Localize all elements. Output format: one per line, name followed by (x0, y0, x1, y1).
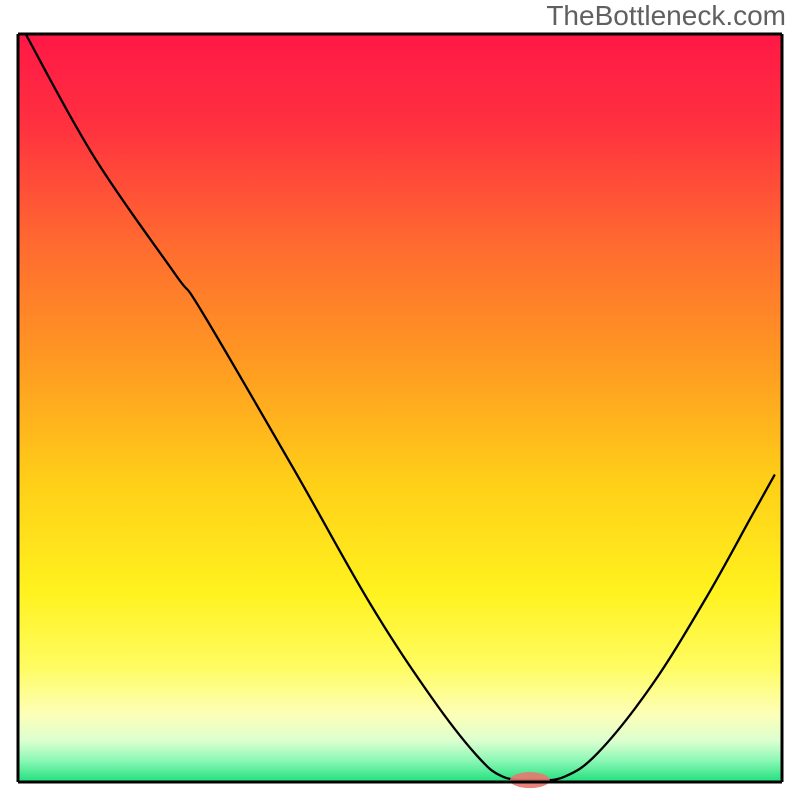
chart-container: TheBottleneck.com (0, 0, 800, 800)
plot-background (18, 34, 782, 782)
bottleneck-chart (0, 0, 800, 800)
optimal-marker (510, 772, 550, 788)
